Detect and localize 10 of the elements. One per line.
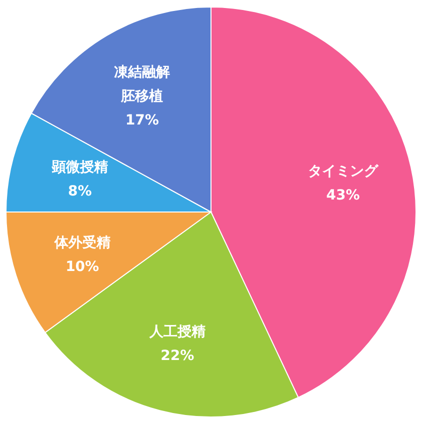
data-label: 10% xyxy=(66,258,100,275)
data-label: 43% xyxy=(326,187,360,204)
data-label: 22% xyxy=(160,348,194,364)
slice-label: 体外受精 xyxy=(53,234,110,251)
slice-label: 顕微授精 xyxy=(50,159,108,176)
data-label: 17% xyxy=(125,112,159,129)
data-label: 8% xyxy=(68,183,92,200)
slice-label: タイミング xyxy=(308,163,380,180)
slice-label: 人工授精 xyxy=(148,324,206,340)
slice-label: 凍結融解胚移植 xyxy=(114,64,170,105)
